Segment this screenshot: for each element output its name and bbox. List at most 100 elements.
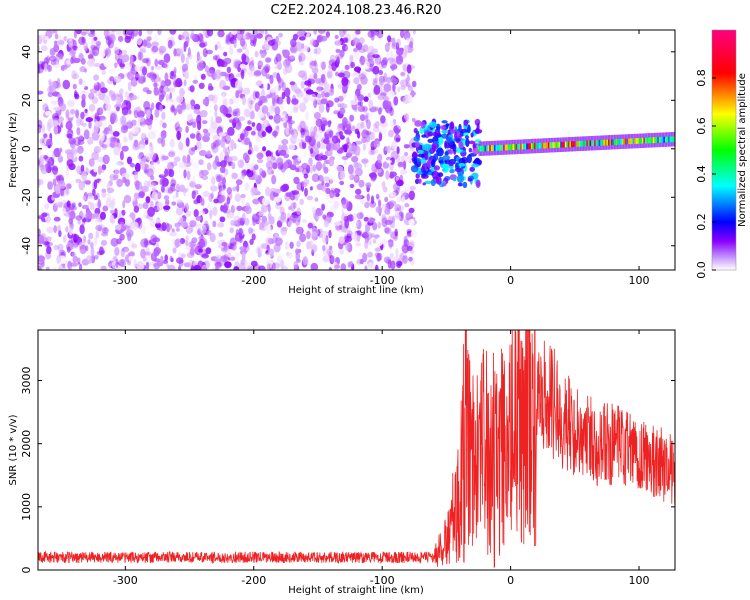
spectrogram-cell	[282, 49, 286, 55]
spectrogram-cell	[324, 92, 330, 98]
spectrogram-cell	[199, 42, 206, 48]
spectrogram-cell	[458, 141, 464, 149]
spectrogram-cell	[144, 139, 149, 145]
spectrogram-cell	[163, 86, 167, 96]
spectrogram-cell	[189, 161, 197, 167]
spectrogram-cell	[53, 225, 57, 234]
spectrogram-cell	[197, 120, 202, 131]
spectrogram-cell	[305, 135, 312, 143]
spectrogram-cell	[135, 180, 140, 191]
spectrogram-cell	[617, 139, 620, 145]
spectrogram-cell	[98, 179, 106, 187]
spectrogram-cell	[242, 87, 251, 95]
spectrogram-cell	[105, 103, 111, 111]
x-tick-label: 0	[507, 574, 514, 587]
spectrogram-cell	[189, 85, 195, 93]
spectrogram-cell	[412, 30, 416, 35]
spectrogram-cell	[126, 156, 133, 165]
spectrogram-cell	[152, 187, 156, 194]
spectrogram-cell	[281, 226, 288, 232]
spectrogram-cell	[654, 137, 657, 143]
spectrogram-cell	[172, 194, 177, 200]
spectrogram-cell	[40, 45, 48, 52]
spectrogram-cell	[308, 93, 317, 102]
spectrogram-cell	[199, 33, 204, 44]
spectrogram-cell	[39, 34, 45, 40]
spectrogram-cell	[384, 100, 392, 109]
spectrogram-cell	[564, 141, 567, 148]
spectrogram-cell	[45, 266, 50, 270]
spectrogram-cell	[378, 70, 384, 75]
spectrogram-cell	[408, 256, 413, 262]
spectrogram-cell	[279, 215, 287, 223]
spectrogram-cell	[49, 47, 56, 56]
spectrogram-cell	[47, 118, 55, 128]
spectrogram-cell	[40, 233, 47, 242]
spectrogram-cell	[70, 147, 78, 156]
spectrogram-cell	[152, 237, 161, 243]
spectrogram-cell	[500, 144, 503, 151]
spectrogram-cell	[80, 118, 84, 126]
spectrogram-cell	[317, 175, 323, 183]
spectrogram-cell	[338, 84, 342, 90]
spectrogram-cell	[163, 206, 170, 212]
spectrogram-cell	[118, 246, 122, 252]
spectrogram-cell	[251, 109, 255, 120]
spectrogram-cell	[318, 103, 325, 113]
spectrogram-cell	[145, 152, 152, 161]
spectrogram-cell	[44, 36, 49, 41]
spectrogram-cell	[161, 222, 167, 232]
spectrogram-cell	[229, 237, 237, 246]
spectrogram-cell	[298, 55, 302, 63]
spectrogram-cell	[214, 267, 219, 270]
spectrogram-cell	[265, 126, 273, 133]
spectrogram-cell	[105, 36, 112, 46]
spectrogram-cell	[170, 161, 178, 167]
spectrogram-cell	[76, 47, 81, 56]
spectrogram-cell	[432, 131, 438, 137]
spectrogram-cell	[201, 120, 208, 125]
spectrogram-cell	[391, 42, 399, 50]
spectrogram-cell	[368, 57, 377, 65]
spectrogram-cell	[265, 224, 272, 235]
spectrogram-cell	[374, 167, 382, 174]
spectrogram-cell	[339, 30, 346, 38]
spectrogram-cell	[581, 140, 584, 147]
spectrogram-cell	[175, 126, 183, 133]
spectrogram-cell	[119, 61, 125, 70]
spectrogram-cell	[262, 146, 267, 152]
spectrogram-cell	[210, 185, 218, 192]
spectrogram-cell	[277, 61, 282, 71]
spectrogram-cell	[255, 91, 260, 99]
spectrogram-cell	[665, 136, 667, 143]
spectrogram-cell	[658, 137, 661, 143]
spectrogram-cell	[381, 88, 388, 95]
spectrogram-cell	[215, 173, 221, 179]
spectrogram-cell	[377, 221, 382, 229]
spectrogram-cell	[146, 90, 152, 95]
spectrogram-cell	[58, 40, 65, 45]
spectrogram-cell	[210, 142, 216, 150]
spectrogram-cell	[346, 137, 350, 145]
spectrogram-cell	[193, 163, 200, 170]
spectrogram-cell	[626, 138, 629, 145]
spectrogram-cell	[112, 131, 120, 137]
spectrogram-cell	[354, 107, 358, 112]
spectrogram-cell	[265, 160, 274, 170]
spectrogram-cell	[236, 205, 243, 211]
spectrogram-cell	[329, 205, 337, 213]
spectrogram-cell	[411, 80, 417, 88]
spectrogram-cell	[85, 245, 89, 252]
spectrogram-cell	[110, 112, 117, 123]
spectrogram-cell	[199, 197, 205, 206]
spectrogram-cell	[100, 265, 107, 270]
spectrogram-cell	[383, 83, 392, 93]
spectrogram-cell	[421, 134, 427, 138]
spectrogram-cell	[349, 183, 355, 189]
spectrogram-cell	[206, 204, 214, 209]
spectrogram-cell	[140, 238, 149, 248]
spectrogram-cell	[164, 222, 169, 228]
spectrogram-cell	[317, 174, 324, 182]
spectrogram-cell	[620, 138, 623, 145]
spectrogram-cell	[370, 92, 376, 97]
